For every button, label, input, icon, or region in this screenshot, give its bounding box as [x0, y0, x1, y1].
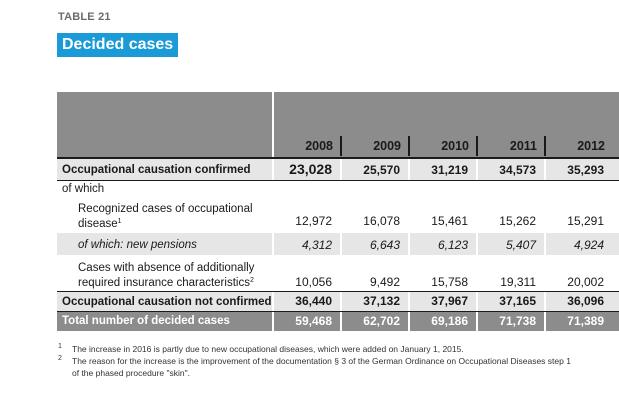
cell-value: 71,389 [567, 314, 604, 328]
cell-value: 36,096 [567, 294, 604, 308]
cell-value: 23,028 [289, 161, 332, 177]
row-shade-new-pensions [57, 233, 619, 255]
table-header-band [57, 92, 619, 159]
footnote-text: The increase in 2016 is partly due to ne… [72, 344, 464, 354]
row-shade-total [57, 311, 619, 331]
row-shade-not-confirmed [57, 292, 619, 311]
cell-value: 15,758 [431, 275, 468, 289]
column-separator [408, 159, 410, 331]
cell-value: 5,407 [505, 238, 536, 252]
footnote-ref: 1 [117, 218, 122, 225]
cell-value: 37,132 [363, 294, 400, 308]
year-separator [408, 136, 410, 156]
cell-value: 37,967 [431, 294, 468, 308]
year-header: 2012 [577, 139, 605, 153]
cell-value: 36,440 [295, 294, 332, 308]
cell-value: 10,056 [295, 275, 332, 289]
footnote-text-line2: of the phased procedure "skin". [72, 368, 191, 378]
row-label: Occupational causation confirmed [62, 164, 251, 176]
cell-value: 16,078 [363, 214, 400, 228]
footnote-text-line1: The reason for the increase is the impro… [72, 356, 571, 366]
cell-value: 71,738 [499, 314, 536, 328]
year-separator [340, 136, 342, 156]
cell-value: 34,573 [499, 163, 536, 177]
row-label: of which [62, 183, 105, 195]
row-rule [57, 180, 619, 181]
row-label: of which: new pensions [78, 239, 197, 251]
footnote-mark: 1 [58, 343, 62, 350]
row-label-line2: required insurance characteristics2 [78, 277, 254, 289]
column-separator [476, 159, 478, 331]
year-header: 2008 [305, 139, 333, 153]
row-label-line2: disease1 [78, 218, 122, 230]
row-rule [57, 311, 619, 312]
year-header: 2010 [441, 139, 469, 153]
cell-value: 59,468 [295, 314, 332, 328]
cell-value: 25,570 [363, 163, 400, 177]
row-label: Occupational causation not confirmed [62, 296, 272, 308]
cell-value: 37,165 [499, 294, 536, 308]
cell-value: 6,643 [369, 238, 400, 252]
year-header: 2011 [509, 139, 537, 153]
table-number-label: TABLE 21 [58, 11, 111, 23]
header-rule [57, 157, 619, 159]
cell-value: 15,262 [499, 214, 536, 228]
row-label-line1: Cases with absence of additionally [78, 262, 255, 274]
cell-value: 15,461 [431, 214, 468, 228]
year-separator [544, 136, 546, 156]
row-label-line1: Recognized cases of occupational [78, 203, 253, 215]
year-header: 2009 [373, 139, 401, 153]
column-separator [340, 159, 342, 331]
cell-value: 4,924 [573, 238, 604, 252]
row-rule [57, 291, 619, 292]
cell-value: 19,311 [500, 275, 536, 289]
row-label: Total number of decided cases [62, 315, 230, 327]
cell-value: 12,972 [295, 214, 332, 228]
cell-value: 31,219 [431, 163, 468, 177]
footnote-mark: 2 [58, 355, 62, 362]
year-separator [476, 136, 478, 156]
cell-value: 20,002 [567, 275, 604, 289]
cell-value: 6,123 [437, 238, 468, 252]
cell-value: 62,702 [363, 314, 400, 328]
cell-value: 35,293 [567, 163, 604, 177]
column-separator [544, 159, 546, 331]
row-shade-confirmed [57, 159, 619, 180]
footnote-ref: 2 [249, 277, 254, 284]
cell-value: 9,492 [369, 275, 400, 289]
cell-value: 69,186 [431, 314, 468, 328]
cell-value: 15,291 [567, 214, 604, 228]
cell-value: 4,312 [301, 238, 332, 252]
table-title: Decided cases [57, 33, 179, 57]
column-separator [272, 92, 274, 331]
